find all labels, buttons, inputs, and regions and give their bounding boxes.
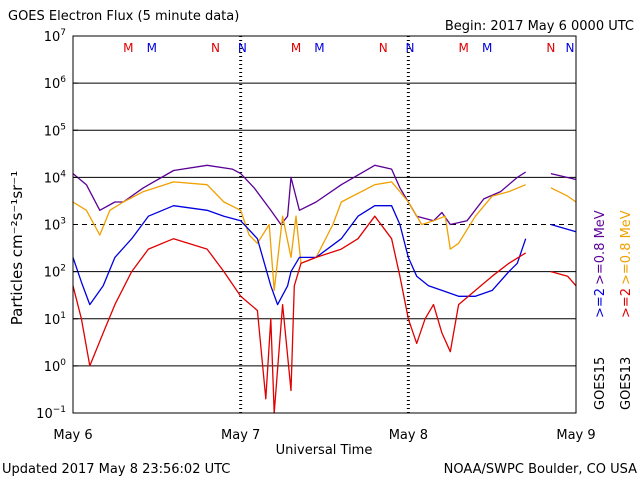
goes13-2mev-label: >=2 (619, 288, 634, 318)
series-line (72, 215, 577, 414)
event-marker: N (546, 41, 555, 55)
goes13-08mev-label: >=0.8 MeV (619, 210, 634, 285)
y-tick-labels: 10−1 100 101 102 103 104 105 106 107 (36, 28, 78, 422)
updated-timestamp: Updated 2017 May 8 23:56:02 UTC (2, 462, 230, 477)
goes13-label: GOES13 (619, 357, 634, 410)
event-marker: M (123, 41, 133, 55)
y-tick-label: 10−1 (36, 405, 66, 422)
x-tick-label: May 8 (389, 428, 428, 443)
y-tick-label: 104 (44, 169, 67, 186)
goes15-2mev-label: >=2 (593, 288, 608, 318)
y-tick-label: 102 (44, 264, 66, 281)
source-credit: NOAA/SWPC Boulder, CO USA (444, 462, 637, 477)
y-axis-label: Particles cm⁻²s⁻¹sr⁻¹ (8, 171, 26, 325)
event-marker: M (314, 41, 324, 55)
goes15-label: GOES15 (593, 357, 608, 410)
event-marker: M (482, 41, 492, 55)
day-separator-ticks (239, 36, 410, 413)
y-tick-label: 101 (44, 311, 66, 328)
x-axis-label: Universal Time (276, 443, 373, 458)
x-tick-label: May 6 (53, 428, 92, 443)
series-line (72, 205, 577, 306)
chart-title: GOES Electron Flux (5 minute data) (8, 9, 239, 24)
event-marker: N (211, 41, 220, 55)
y-tick-label: 103 (44, 217, 66, 234)
y-tick-label: 100 (44, 358, 67, 375)
series-line (72, 181, 577, 292)
event-marker: M (291, 41, 301, 55)
y-tick-label: 106 (44, 75, 67, 92)
y-tick-label: 107 (44, 28, 66, 45)
event-marker: N (566, 41, 575, 55)
x-tick-label: May 9 (556, 428, 595, 443)
goes15-08mev-label: >=0.8 MeV (593, 210, 608, 285)
x-tick-label: May 7 (221, 428, 260, 443)
event-marker: M (458, 41, 468, 55)
x-tick-labels: May 6 May 7 May 8 May 9 (53, 428, 595, 443)
event-marker: M (147, 41, 157, 55)
event-marker: N (406, 41, 415, 55)
gridlines (73, 82, 576, 367)
series-line (72, 164, 577, 226)
begin-time: Begin: 2017 May 6 0000 UTC (445, 19, 634, 34)
event-marker: N (238, 41, 247, 55)
series-lines (72, 164, 577, 414)
event-marker: N (379, 41, 388, 55)
y-tick-label: 105 (44, 122, 66, 139)
